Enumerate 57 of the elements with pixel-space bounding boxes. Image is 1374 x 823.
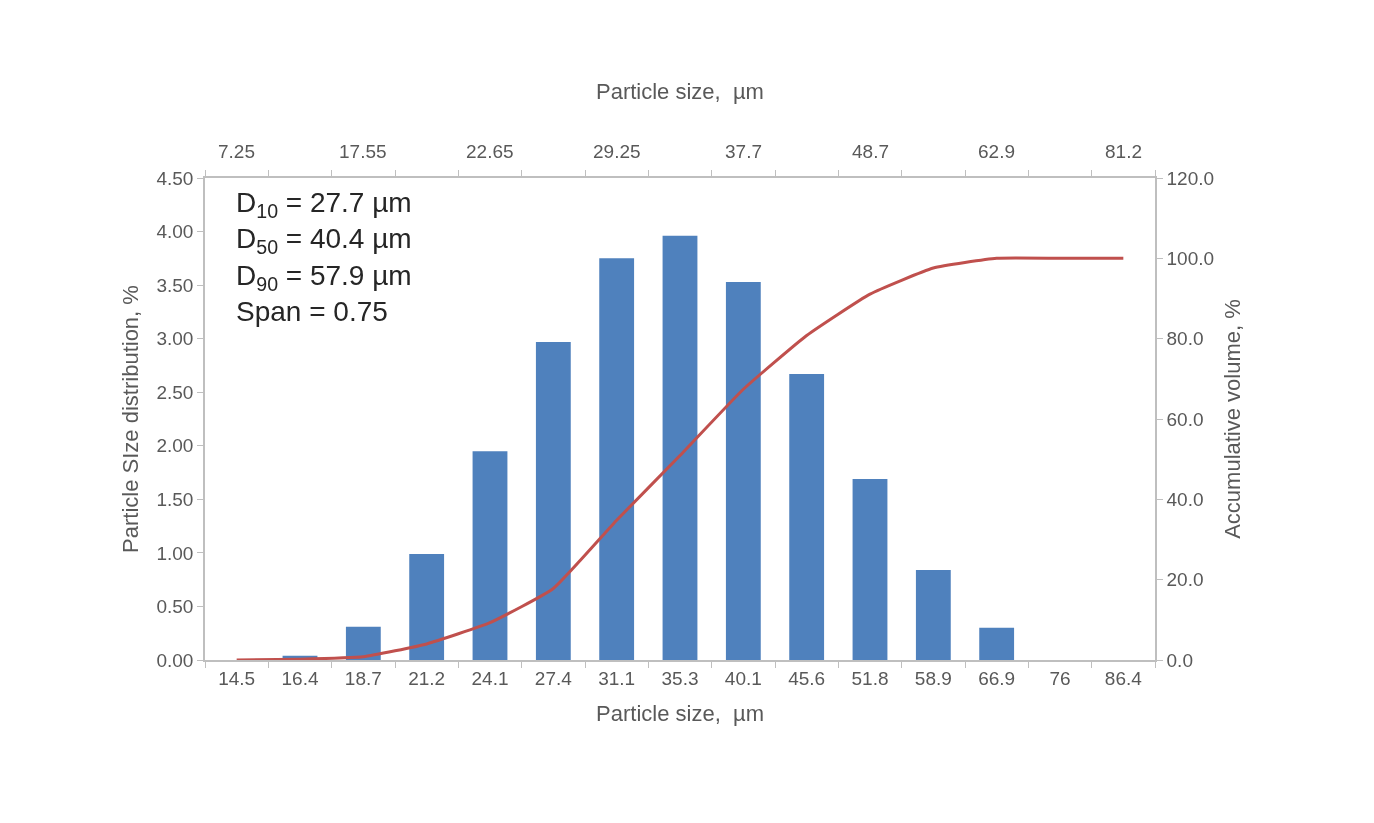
bar [915,570,951,660]
text: 81.2 [1105,141,1142,162]
x-axis-title: Particle size, µm [596,700,764,726]
y2-tick-label: 20.0 [1166,569,1204,591]
y2-tick-label: 100.0 [1166,247,1215,269]
y2-tick-label: 120.0 [1166,167,1215,189]
line-series [235,256,1125,660]
bar [852,478,888,660]
bar [979,627,1015,660]
bar [472,451,508,660]
text: 17.55 [339,141,387,162]
bar [345,626,381,660]
bar [409,553,445,660]
text: 37.7 [725,141,762,162]
bar [662,235,698,660]
y-tick-label: 2.50 [156,381,194,403]
x-tick-label: 58.9 [914,667,952,689]
y-tick-label: 3.50 [156,274,194,296]
text: D$_{10}$ = 27.7 µm D$_{50}$ = 40.4 µm D$_{90}$ = 57.9 µm Span = 0.75 [236,187,412,328]
bar [789,374,825,660]
y-tick-label: 2.00 [156,435,194,457]
x-tick-label: 24.1 [471,667,509,689]
x-tick-label: 76 [1049,667,1071,689]
y2-axis-title: Accumulative volume, % [1220,299,1246,539]
x-tick-label: 14.5 [218,667,256,689]
y-tick-label: 3.00 [156,328,194,350]
x-tick-label: 40.1 [724,667,762,689]
x-tick-label: 45.6 [788,667,826,689]
y-tick-label: 0.50 [156,596,194,618]
x-tick-label: 51.8 [851,667,889,689]
x-tick-label: 18.7 [344,667,382,689]
y-axis-title: Particle SIze distribution, % [117,285,143,553]
text: 22.65 [466,141,514,162]
y2-tick-label: 0.0 [1166,649,1193,671]
y-tick-label: 4.00 [156,221,194,243]
y2-tick-label: 60.0 [1166,408,1204,430]
x-tick-label: 66.9 [978,667,1016,689]
text: 48.7 [852,141,889,162]
x-tick-label: 86.4 [1104,667,1143,689]
x2-axis-title: Particle size, µm [596,79,764,104]
y-tick-label: 4.50 [156,167,194,189]
y-tick-label: 0.00 [156,649,194,671]
y2-tick-label: 80.0 [1166,328,1204,350]
x-tick-label: 31.1 [598,667,636,689]
bar [725,281,761,660]
y2-tick-label: 40.0 [1166,488,1204,510]
y-tick-label: 1.50 [156,488,194,510]
text: 29.25 [593,141,641,162]
bar [599,258,635,660]
x-tick-label: 21.2 [408,667,446,689]
y-tick-label: 1.00 [156,542,194,564]
x-tick-label: 16.4 [281,667,319,689]
x-tick-label: 27.4 [534,667,573,689]
bar [535,341,571,660]
text: 7.25 [218,141,255,162]
x-tick-label: 35.3 [661,667,699,689]
text: 62.9 [978,141,1015,162]
